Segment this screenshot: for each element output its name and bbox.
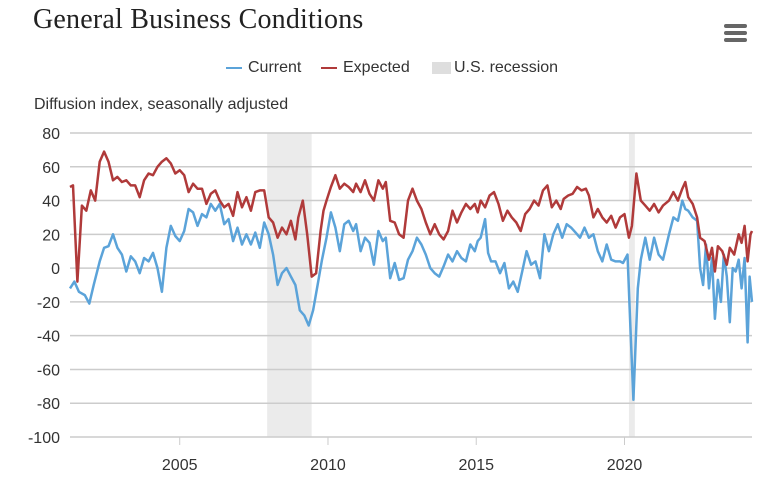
legend-label-current: Current <box>248 59 302 76</box>
legend-label-expected: Expected <box>343 59 410 76</box>
recession-band <box>628 133 635 437</box>
legend-label-recession: U.S. recession <box>454 59 559 76</box>
legend-item-current[interactable]: Current <box>226 58 301 78</box>
y-tick-label: 40 <box>42 194 60 211</box>
y-tick-label: 20 <box>42 227 60 244</box>
menu-bar <box>724 24 747 28</box>
y-tick-label: 0 <box>51 261 60 278</box>
y-tick-label: -100 <box>28 430 60 447</box>
recession-bands <box>267 133 635 437</box>
series-line-expected <box>69 150 754 283</box>
y-axis-ticks: 80 60 40 20 0 -20 -40 -60 -80 -100 <box>28 126 60 447</box>
menu-bar <box>724 38 747 42</box>
gridlines <box>70 132 752 438</box>
y-tick-label: -20 <box>37 295 60 312</box>
series-line-current <box>68 199 754 402</box>
series-lines <box>68 150 754 402</box>
y-tick-label: -80 <box>37 396 60 413</box>
legend-swatch-expected <box>321 66 337 70</box>
y-tick-label: -60 <box>37 362 60 379</box>
legend: Current Expected U.S. recession <box>0 58 775 78</box>
legend-item-expected[interactable]: Expected <box>321 58 410 78</box>
y-tick-label: 80 <box>42 126 60 143</box>
y-tick-label: 60 <box>42 160 60 177</box>
legend-swatch-recession <box>432 62 451 74</box>
x-tick-label: 2010 <box>310 457 346 474</box>
chart-title: General Business Conditions <box>33 4 364 35</box>
y-tick-label: -40 <box>37 329 60 346</box>
x-tick-label: 2015 <box>458 457 494 474</box>
y-axis-label: Diffusion index, seasonally adjusted <box>34 96 289 113</box>
x-axis-ticks: 2005 2010 2015 2020 <box>162 437 642 474</box>
legend-item-recession[interactable]: U.S. recession <box>432 58 558 78</box>
hamburger-menu-icon[interactable] <box>724 24 747 44</box>
x-tick-label: 2020 <box>607 457 643 474</box>
recession-band <box>267 133 312 437</box>
legend-swatch-current <box>226 66 242 70</box>
x-tick-label: 2005 <box>162 457 198 474</box>
menu-bar <box>724 31 747 35</box>
